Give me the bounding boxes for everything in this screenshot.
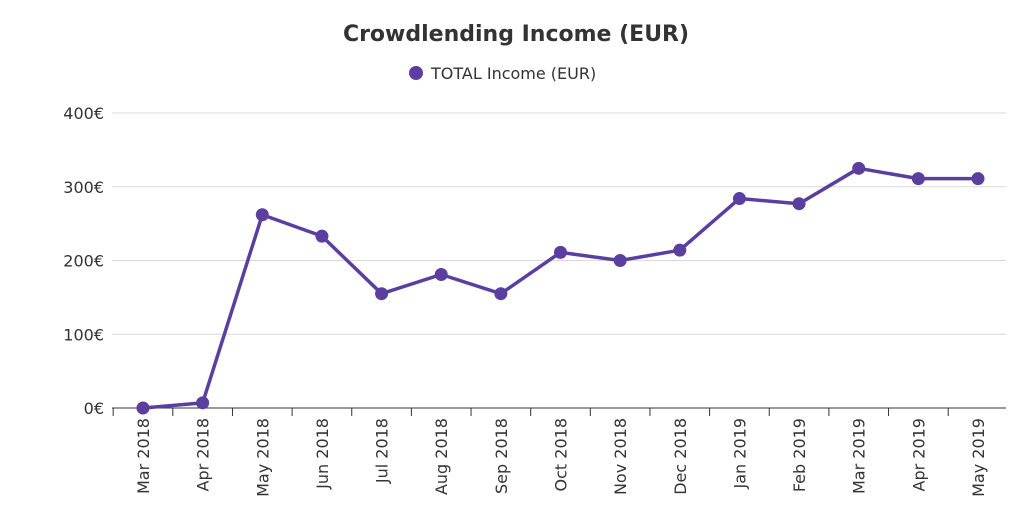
data-point[interactable] (554, 245, 567, 259)
data-point[interactable] (196, 396, 210, 410)
data-point[interactable] (971, 172, 985, 186)
data-point[interactable] (673, 243, 687, 257)
legend-label: TOTAL Income (EUR) (430, 64, 596, 83)
data-point[interactable] (732, 192, 746, 206)
data-point[interactable] (494, 287, 508, 301)
y-tick-label: 200€ (63, 252, 104, 271)
x-tick-label: Feb 2019 (790, 418, 809, 492)
y-tick-label: 300€ (63, 178, 104, 197)
data-point[interactable] (136, 401, 150, 415)
y-tick-label: 100€ (63, 325, 104, 344)
chart-title: Crowdlending Income (EUR) (343, 22, 689, 47)
x-tick-label: May 2019 (969, 418, 988, 497)
x-tick-label: Apr 2018 (194, 418, 213, 491)
x-tick-label: Jan 2019 (730, 418, 749, 489)
y-tick-label: 400€ (63, 104, 104, 123)
gridlines (112, 112, 1006, 335)
x-axis: Mar 2018 Apr 2018 May 2018 Jun 2018 Jul 2018… (112, 407, 1006, 497)
data-point[interactable] (613, 254, 627, 267)
x-tick-label: Apr 2019 (909, 418, 928, 491)
x-tick-label: Aug 2018 (432, 418, 451, 495)
data-point[interactable] (315, 229, 329, 243)
data-point[interactable] (434, 268, 448, 282)
data-point[interactable] (375, 287, 389, 301)
legend[interactable]: TOTAL Income (EUR) (409, 64, 596, 83)
legend-marker (409, 66, 423, 80)
data-point[interactable] (792, 197, 806, 211)
y-tick-label: 0€ (84, 399, 104, 418)
x-tick-label: Jun 2018 (313, 418, 332, 490)
x-tick-label: Nov 2018 (611, 418, 630, 495)
y-axis: 0€ 100€ 200€ 300€ 400€ (63, 104, 104, 418)
data-point[interactable] (852, 161, 866, 175)
x-tick-label: Oct 2018 (552, 418, 571, 491)
x-tick-label: Mar 2018 (134, 418, 153, 494)
series-line (141, 166, 980, 410)
x-tick-label: Mar 2019 (850, 418, 869, 494)
series-total-income (136, 161, 985, 415)
data-point[interactable] (911, 172, 925, 186)
x-tick-label: May 2018 (253, 418, 272, 497)
x-tick-label: Jul 2018 (373, 418, 392, 484)
x-tick-label: Sep 2018 (492, 418, 511, 494)
data-point[interactable] (255, 208, 269, 222)
x-tick-label: Dec 2018 (671, 418, 690, 495)
